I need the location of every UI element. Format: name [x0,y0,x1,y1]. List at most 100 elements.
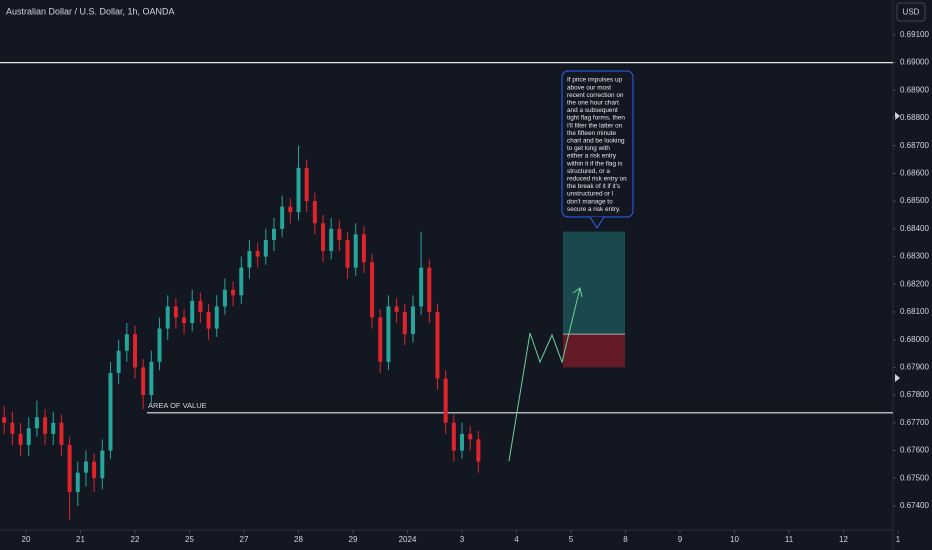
callout-line: don't manage to [567,198,613,205]
x-tick-label: 22 [131,535,140,544]
candle-body [361,234,366,263]
candle-body [443,378,448,423]
candle-body [435,311,440,379]
x-tick-label: 28 [294,535,303,544]
candle-body [468,433,473,440]
y-tick-label: 0.69100 [900,30,929,39]
x-tick-label: 29 [349,535,358,544]
callout-pointer [589,216,605,229]
candle-body [157,328,162,362]
callout-line: the break of it if it's [567,183,620,190]
y-tick-label: 0.68900 [900,85,929,94]
callout-line: within it if the flag is [566,160,622,167]
currency-button[interactable] [896,2,926,22]
candle-body [337,228,342,240]
x-tick-label: 27 [240,535,249,544]
callout-line: I'll filter the latter on [567,122,623,129]
candle-body [100,450,105,479]
candle-body [141,367,146,396]
candle-body [247,251,252,268]
y-tick-label: 0.67900 [900,362,929,371]
x-tick-label: 3 [460,535,465,544]
y-tick-label: 0.68600 [900,169,929,178]
callout-line: reduced risk entry on [567,175,627,182]
candle-body [329,228,334,252]
x-tick-label: 20 [22,535,31,544]
y-tick-label: 0.68700 [900,141,929,150]
callout-line: If price impulses up [567,77,622,84]
x-tick-label: 25 [185,535,194,544]
candle-body [2,417,7,423]
callout-line: the one hour chart [567,99,619,106]
candle-body [43,417,48,434]
x-tick-label: 2024 [399,535,417,544]
candle-body [75,472,80,493]
candle-body [173,306,178,318]
candle-body [26,428,31,445]
candle-body [321,223,326,252]
plot: AREA OF VALUE [0,62,893,520]
axis-marker [895,112,900,120]
candle-body [296,167,301,213]
candle-body [34,417,39,429]
candle-body [304,167,309,202]
candle-body [410,306,415,335]
x-tick-label: 1 [896,535,901,544]
candle-body [263,239,268,257]
candle-body [345,239,350,268]
y-tick-label: 0.67400 [900,501,929,510]
candle-body [451,422,456,451]
y-tick-label: 0.67700 [900,418,929,427]
candle-body [132,334,137,368]
candle-body [476,439,481,462]
callout-line: above our most [567,84,611,91]
candle-body [353,234,358,268]
callout-line: either a risk entry [567,153,617,160]
x-tick-label: 9 [678,535,683,544]
callout-line: unstructured or I [567,191,614,198]
candle-body [59,422,64,445]
candle-body [83,461,88,473]
y-tick-label: 0.68100 [900,307,929,316]
candle-body [124,334,129,351]
x-tick-label: 4 [514,535,519,544]
y-tick-label: 0.68500 [900,196,929,205]
x-tick-label: 10 [730,535,739,544]
candle-body [182,317,187,324]
candle-body [271,228,276,240]
callout-line: structured, or a [567,168,610,175]
callout-line: chart and be looking [567,137,625,144]
candle-body [149,361,154,396]
candle-body [419,267,424,307]
axis-marker [895,374,900,382]
x-tick-label: 5 [569,535,574,544]
chart-title: Australian Dollar / U.S. Dollar, 1h, OAN… [6,6,175,16]
y-tick-label: 0.67600 [900,446,929,455]
callout-line: and a subsequent [567,107,618,114]
candle-body [231,289,236,296]
candle-body [18,433,23,445]
y-tick-label: 0.68400 [900,224,929,233]
projection-arrow [572,287,583,298]
candle-body [67,444,72,493]
x-tick-label: 12 [839,535,848,544]
candle-body [239,267,244,296]
candle-body [165,306,170,329]
candle-body [288,206,293,213]
candle-body [198,300,203,312]
currency-label[interactable]: USD [903,8,920,17]
candle-body [10,422,15,434]
candle-body [255,251,260,257]
candle-body [427,267,432,312]
x-tick-label: 8 [623,535,628,544]
x-tick-label: 21 [76,535,85,544]
candle-body [206,311,211,329]
level-annotation: AREA OF VALUE [148,401,207,410]
y-tick-label: 0.68300 [900,252,929,261]
callout-line: the fifteen minute [567,130,616,137]
y-tick-label: 0.68200 [900,279,929,288]
callout-line: recent correction on [567,92,624,99]
